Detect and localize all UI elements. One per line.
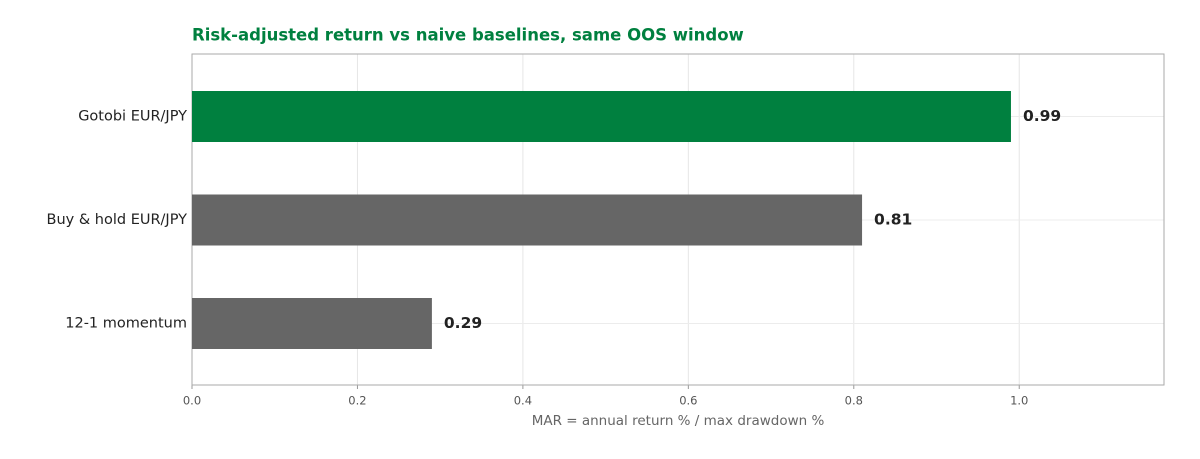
x-tick-label: 0.2 (348, 394, 366, 408)
data-label: 0.81 (874, 211, 912, 229)
y-tick-label: Buy & hold EUR/JPY (47, 212, 188, 228)
y-tick-label: Gotobi EUR/JPY (78, 109, 187, 125)
x-tick-label: 0.8 (845, 394, 863, 408)
bar (192, 91, 1011, 142)
bar (192, 298, 432, 349)
x-tick-label: 0.0 (183, 394, 201, 408)
x-axis-label: MAR = annual return % / max drawdown % (532, 413, 825, 429)
x-tick-label: 0.6 (679, 394, 697, 408)
data-label: 0.29 (444, 314, 482, 332)
data-label: 0.99 (1023, 107, 1061, 125)
x-tick-label: 1.0 (1010, 394, 1028, 408)
x-tick-label: 0.4 (514, 394, 532, 408)
y-tick-label: 12-1 momentum (65, 316, 187, 332)
bar (192, 194, 863, 246)
chart-title: Risk-adjusted return vs naive baselines,… (192, 26, 744, 45)
